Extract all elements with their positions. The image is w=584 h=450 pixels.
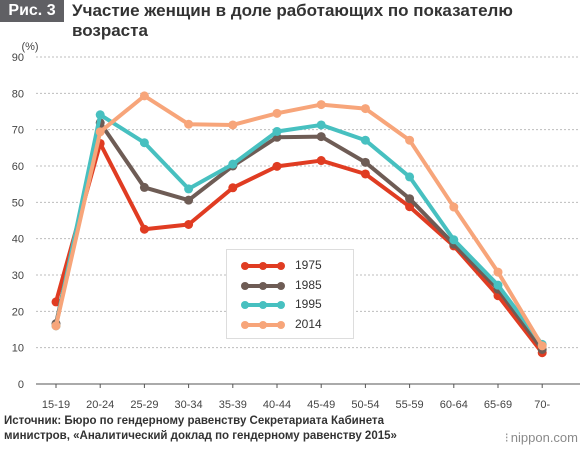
data-point-1985	[184, 195, 194, 205]
y-tick-label: 40	[12, 234, 24, 246]
legend-label: 2014	[295, 316, 322, 331]
data-point-2014	[493, 267, 503, 277]
legend-marker	[259, 320, 267, 329]
data-point-1995	[316, 120, 326, 130]
x-tick-label: 65-69	[484, 399, 512, 411]
data-point-1975	[51, 297, 61, 307]
data-point-2014	[51, 321, 61, 331]
data-point-1975	[405, 202, 415, 212]
source-line-1: Источник: Бюро по гендерному равенству С…	[4, 415, 384, 427]
x-tick-label: 30-34	[175, 399, 203, 411]
legend-label: 1975	[295, 258, 322, 272]
series-line-2014	[54, 93, 545, 348]
data-point-1995	[184, 184, 194, 194]
x-tick-label: 70-	[534, 399, 550, 411]
data-point-1975	[360, 169, 370, 179]
x-tick-label: 20-24	[86, 399, 114, 411]
data-point-1985	[316, 132, 326, 142]
y-tick-label: 30	[12, 270, 24, 282]
series-layer	[51, 91, 547, 358]
data-point-2014	[272, 108, 282, 118]
legend-marker	[259, 262, 267, 270]
chart-legend: 1975 1985 1995 2014	[226, 249, 354, 339]
chart-header: Рис. 3 Участие женщин в доле работающих …	[0, 0, 584, 44]
legend-item-2014: 2014	[227, 315, 353, 335]
x-tick-label: 55-59	[396, 399, 424, 411]
data-point-1975	[139, 224, 149, 234]
legend-item-1975: 1975	[227, 256, 353, 276]
series-2014	[51, 91, 547, 351]
brand-logo[interactable]: ⁝ nippon.com	[505, 430, 578, 446]
x-tick-label: 35-39	[219, 399, 247, 411]
legend-label: 1995	[295, 297, 322, 311]
data-point-1995	[449, 235, 459, 245]
data-point-1975	[184, 219, 194, 229]
data-point-1975	[228, 183, 238, 193]
x-tick-label: 60-64	[440, 399, 468, 411]
y-tick-label: 80	[12, 88, 24, 100]
data-point-1995	[139, 138, 149, 148]
data-point-1995	[493, 280, 503, 290]
y-tick-label: 10	[12, 343, 24, 355]
figure-badge: Рис. 3	[0, 0, 64, 22]
legend-label: 1985	[295, 277, 322, 292]
x-tick-label: 25-29	[130, 399, 158, 411]
series-line-1995	[54, 112, 545, 347]
legend-marker	[259, 281, 267, 290]
data-point-2014	[184, 119, 194, 129]
y-tick-label: 90	[12, 52, 24, 64]
data-point-1995	[360, 135, 370, 145]
y-tick-label: 50	[12, 197, 24, 209]
data-point-2014	[316, 100, 326, 110]
brand-mark-icon: ⁝	[504, 430, 509, 445]
legend-marker	[259, 301, 267, 309]
data-point-1975	[316, 156, 326, 166]
y-tick-label: 70	[12, 125, 24, 137]
brand-name: nippon.com	[510, 430, 578, 445]
legend-item-1995: 1995	[227, 295, 353, 315]
data-point-1995	[95, 110, 105, 120]
data-point-1995	[228, 159, 238, 169]
data-point-1975	[272, 161, 282, 171]
series-line-1985	[54, 120, 545, 352]
axis-layer: 0 10 20 30 40 50 60 70 80 90(%) 15-19 20-24 25-29 30-…	[12, 41, 580, 411]
data-point-1995	[272, 126, 282, 136]
x-tick-label: 50-54	[351, 399, 379, 411]
y-tick-label: 20	[12, 306, 24, 318]
y-tick-label: 0	[18, 379, 24, 391]
data-point-1985	[139, 182, 149, 192]
chart-title: Участие женщин в доле работающих по пока…	[72, 1, 513, 40]
data-point-2014	[228, 120, 238, 130]
data-point-2014	[405, 135, 415, 145]
data-point-2014	[95, 127, 105, 137]
source-line-2: министров, «Аналитический доклад по генд…	[4, 430, 397, 442]
x-tick-label: 15-19	[42, 399, 70, 411]
data-point-2014	[360, 104, 370, 114]
y-tick-label: 60	[12, 161, 24, 173]
data-point-2014	[139, 91, 149, 101]
data-point-1985	[360, 157, 370, 167]
line-chart: 0 10 20 30 40 50 60 70 80 90(%) 15-19 20-24 25-29 30-…	[12, 41, 580, 411]
x-tick-label: 45-49	[307, 399, 335, 411]
data-point-1995	[405, 172, 415, 182]
data-point-2014	[537, 341, 547, 351]
data-point-1985	[405, 194, 415, 204]
legend-item-1985: 1985	[227, 276, 353, 296]
source-note: Источник: Бюро по гендерному равенству С…	[4, 414, 444, 444]
x-tick-label: 40-44	[263, 399, 291, 411]
data-point-2014	[449, 202, 459, 212]
y-axis-unit-label: (%)	[21, 41, 38, 53]
